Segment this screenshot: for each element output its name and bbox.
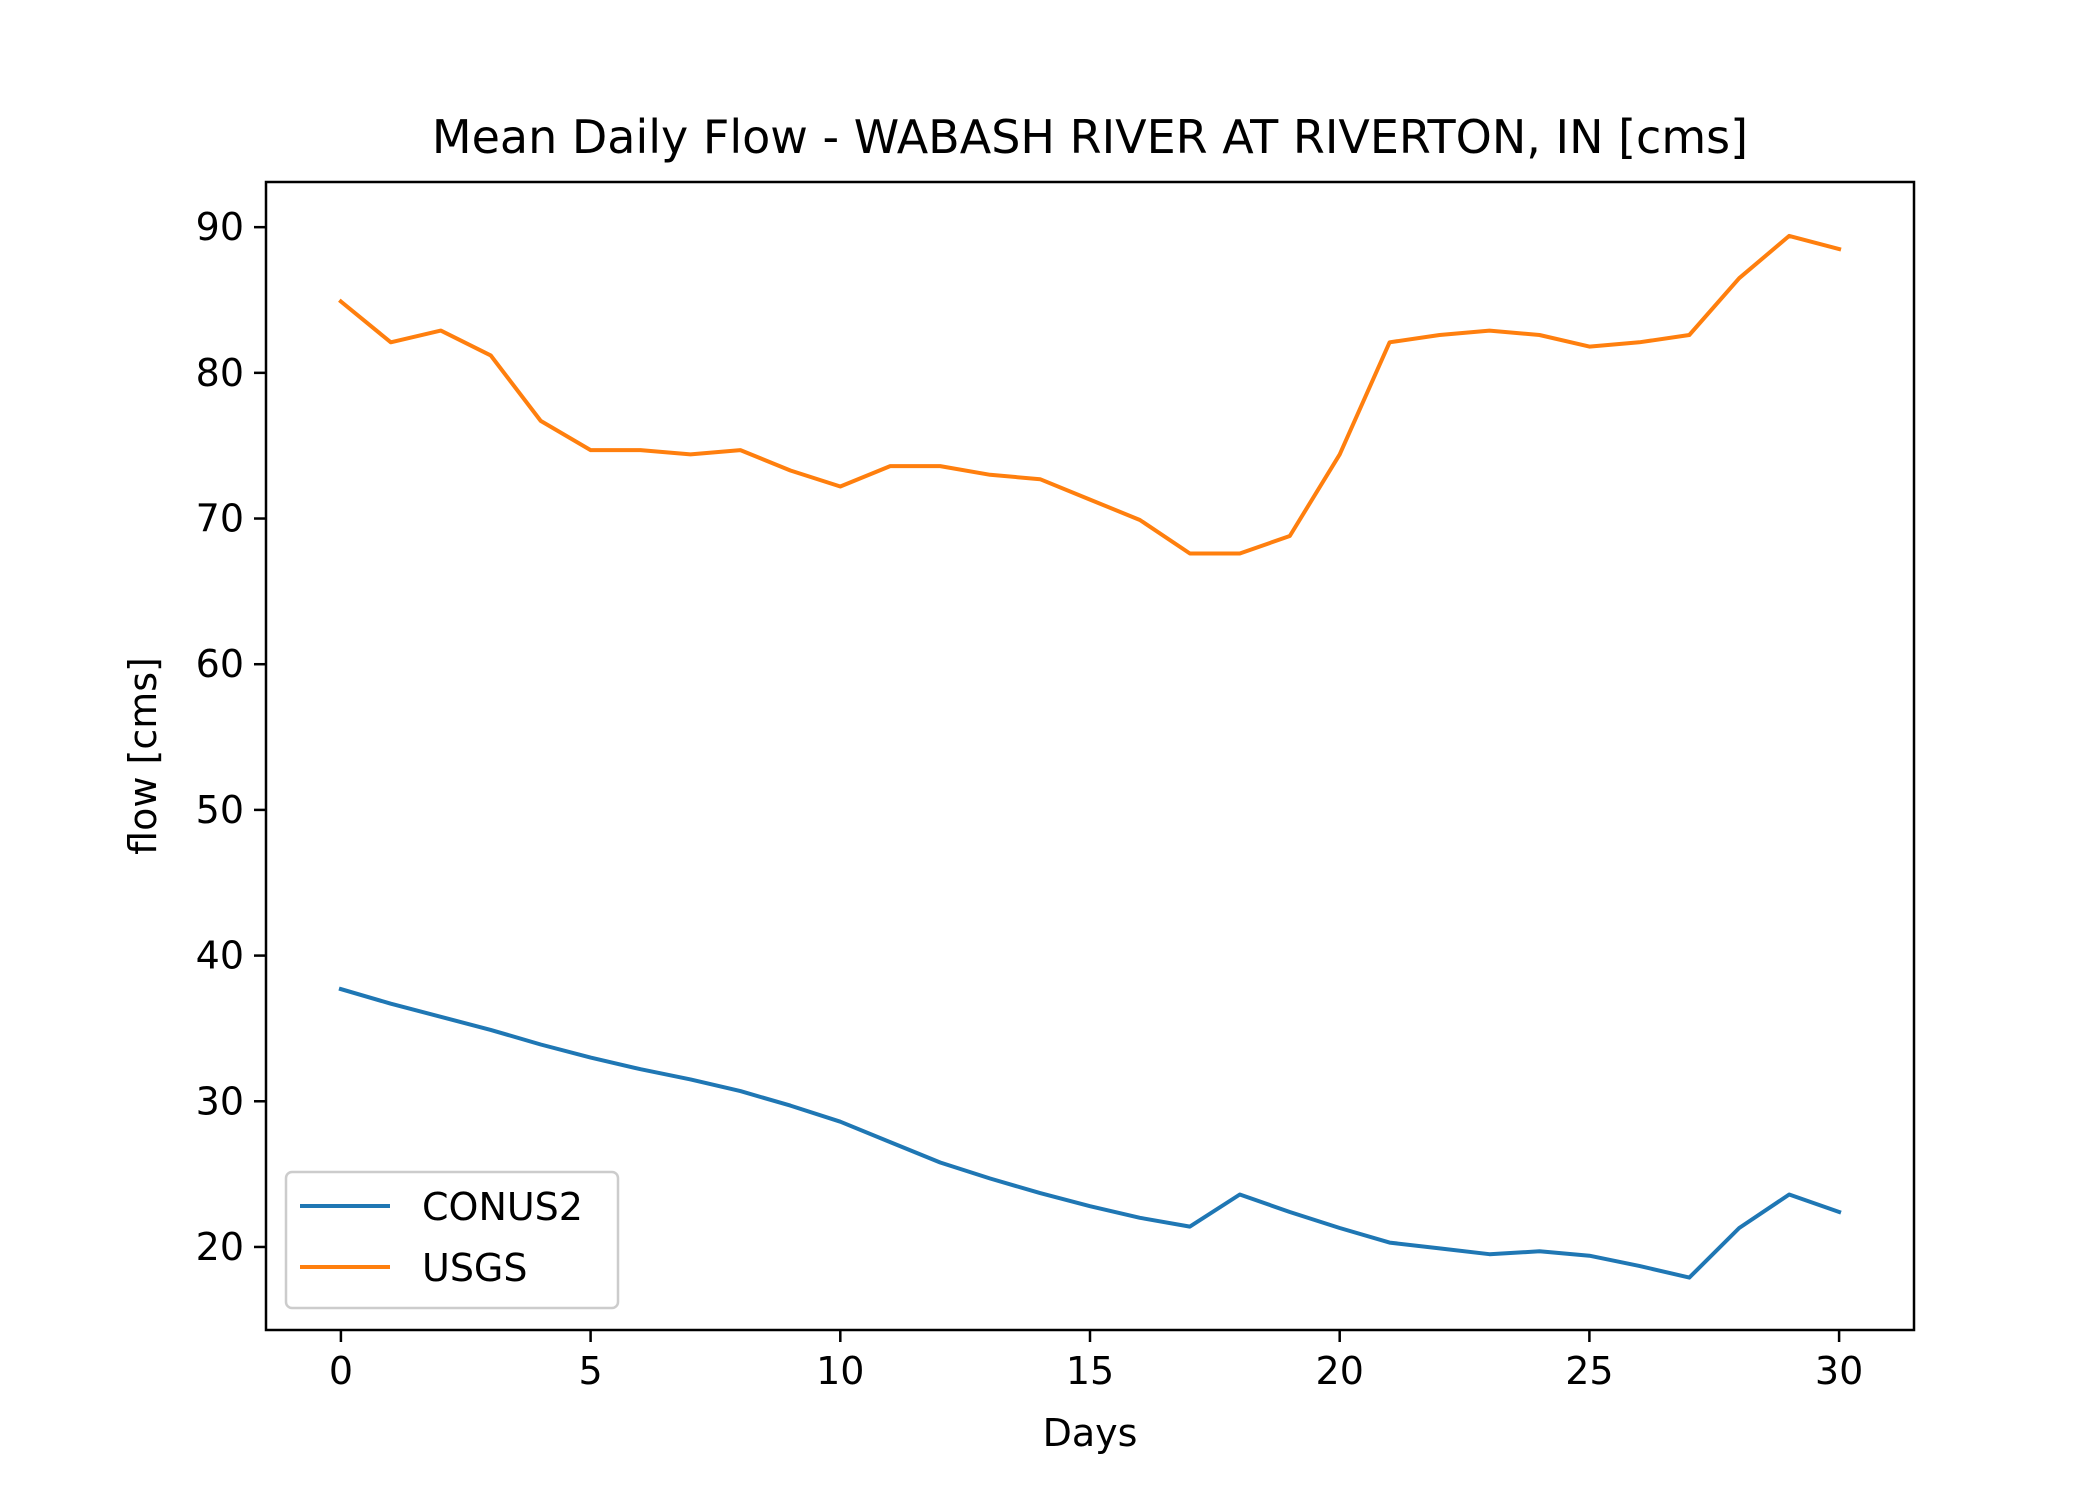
legend-label-usgs: USGS (422, 1246, 528, 1290)
x-tick-label: 15 (1066, 1349, 1114, 1393)
legend-label-conus2: CONUS2 (422, 1185, 583, 1229)
plot-area (266, 182, 1914, 1330)
x-tick-label: 10 (816, 1349, 864, 1393)
x-tick-label: 20 (1316, 1349, 1364, 1393)
y-tick-label: 50 (196, 788, 244, 832)
y-tick-label: 60 (196, 642, 244, 686)
legend: CONUS2 USGS (284, 1170, 620, 1310)
x-tick-label: 25 (1565, 1349, 1613, 1393)
y-tick-label: 30 (196, 1079, 244, 1123)
y-axis: 20 30 40 50 60 70 80 90 (196, 205, 266, 1269)
series-line-usgs (338, 233, 1842, 556)
y-tick-label: 90 (196, 205, 244, 249)
y-tick-label: 70 (196, 497, 244, 541)
series-line-conus2 (338, 986, 1842, 1280)
chart-title: Mean Daily Flow - WABASH RIVER AT RIVERT… (432, 110, 1748, 164)
series-layer (338, 233, 1842, 1280)
x-tick-label: 0 (329, 1349, 353, 1393)
y-tick-label: 20 (196, 1225, 244, 1269)
y-tick-label: 40 (196, 934, 244, 978)
x-axis-label: Days (1043, 1411, 1138, 1455)
y-tick-label: 80 (196, 351, 244, 395)
x-axis: 0 5 10 15 20 25 30 (329, 1330, 1863, 1393)
y-axis-label: flow [cms] (121, 657, 165, 855)
plot-background (266, 182, 1914, 1330)
x-tick-label: 5 (579, 1349, 603, 1393)
x-tick-label: 30 (1815, 1349, 1863, 1393)
